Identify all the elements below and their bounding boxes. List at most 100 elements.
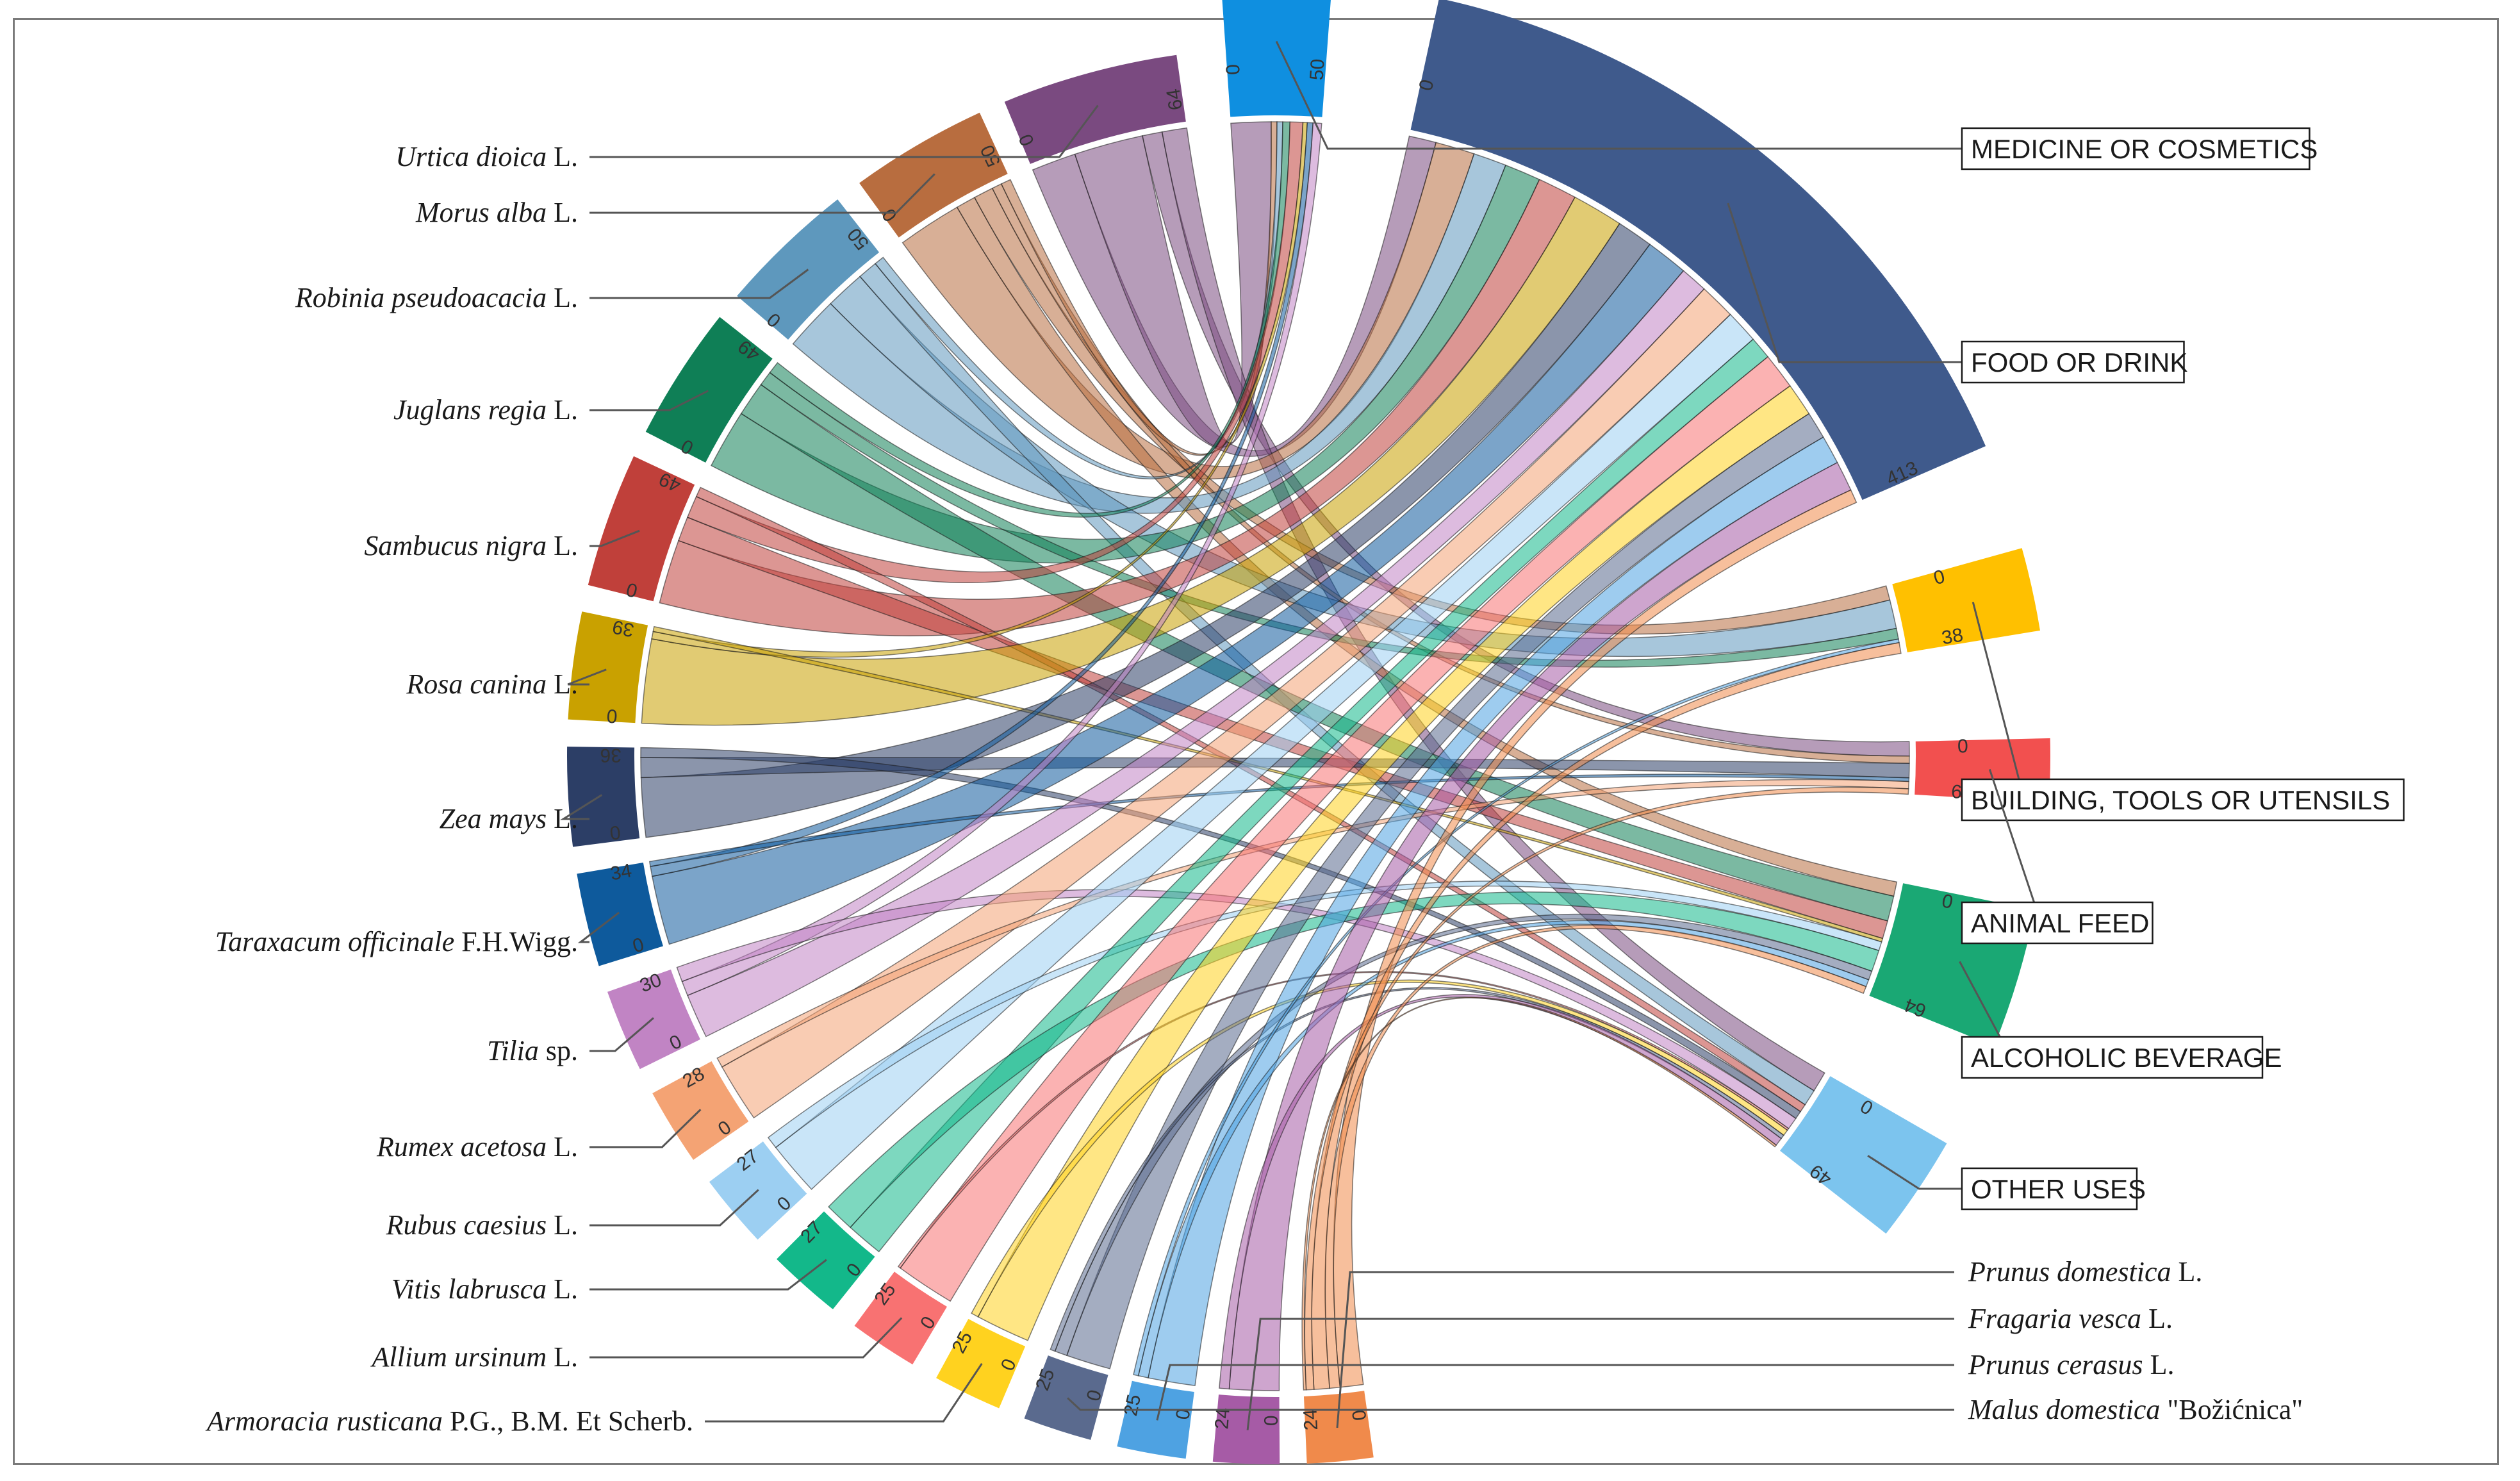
tick-alcohol-start: 0 <box>1940 889 1955 913</box>
ribbon-rosa-to-food <box>641 196 1620 726</box>
label-taraxacum: Taraxacum officinale F.H.Wigg. <box>215 926 578 957</box>
arc-food <box>1410 0 1986 501</box>
label-medicine: MEDICINE OR COSMETICS <box>1971 134 2318 164</box>
label-prunus_cer: Prunus cerasus L. <box>1968 1349 2174 1380</box>
arc-building <box>1892 548 2040 652</box>
leader-vitis <box>589 1259 827 1291</box>
label-zea: Zea mays L. <box>440 803 578 834</box>
tick-food-start: 0 <box>1415 78 1438 93</box>
label-armoracia: Armoracia rusticana P.G., B.M. Et Scherb… <box>205 1405 693 1437</box>
leader-other <box>1867 1155 1962 1190</box>
ribbon-urtica-to-medicine <box>1074 121 1272 448</box>
tick-urtica-end: 64 <box>1163 87 1187 112</box>
label-box-building <box>1961 778 2405 822</box>
label-box-food <box>1961 340 2185 384</box>
ribbon-sambucus-to-food <box>659 179 1576 636</box>
tick-prunus_dom-end: 24 <box>1299 1409 1322 1431</box>
label-box-other <box>1961 1167 2138 1211</box>
label-robinia: Robinia pseudoacacia L. <box>295 282 578 313</box>
arc-other <box>1780 1076 1947 1234</box>
ribbon-tilia-to-medicine <box>681 122 1322 997</box>
leader-rumex <box>589 1109 702 1148</box>
ribbon-fragaria-to-food <box>1228 461 1852 1391</box>
label-sambucus: Sambucus nigra L. <box>364 530 578 561</box>
leader-juglans <box>589 390 709 411</box>
leader-food <box>1727 203 1962 363</box>
arc-tilia <box>607 969 700 1070</box>
label-malus: Malus domestica "Božićnica" <box>1968 1394 2303 1425</box>
ribbon-urtica-to-other <box>1161 127 1825 1092</box>
ribbon-prunus_dom-to-animalfeed <box>1304 786 1909 1391</box>
arc-taraxacum <box>577 863 663 966</box>
arc-juglans <box>645 317 773 463</box>
ribbon-rubus-to-food <box>775 313 1754 1190</box>
tick-fragaria-end: 24 <box>1211 1407 1233 1430</box>
label-prunus_dom: Prunus domestica L. <box>1968 1256 2202 1287</box>
label-rubus: Rubus caesius L. <box>386 1209 578 1241</box>
ribbon-rumex-to-food <box>721 288 1731 1119</box>
labels-layer: MEDICINE OR COSMETICS FOOD OR DRINK BUILDI… <box>205 40 2405 1437</box>
tick-prunus_cer-end: 25 <box>1120 1393 1145 1418</box>
label-other: OTHER USES <box>1971 1174 2146 1204</box>
tick-zea-start: 0 <box>609 822 622 845</box>
tick-taraxacum-end: 34 <box>609 860 634 884</box>
ribbon-vitis-to-alcohol <box>827 891 1880 1229</box>
label-fragaria: Fragaria vesca L. <box>1968 1303 2173 1334</box>
leader-urtica <box>589 104 1099 158</box>
label-rosa: Rosa canina L. <box>406 668 578 700</box>
ribbon-malus-to-food <box>1066 413 1824 1369</box>
leader-robinia <box>589 269 809 299</box>
label-juglans: Juglans regia L. <box>393 394 578 426</box>
arc-prunus_cer <box>1117 1380 1194 1459</box>
label-animalfeed: ANIMAL FEED <box>1971 908 2150 938</box>
tick-rosa-start: 0 <box>606 705 618 727</box>
ribbon-rubus-to-alcohol <box>767 881 1882 1148</box>
arc-malus <box>1024 1355 1108 1440</box>
tick-building-end: 38 <box>1940 624 1965 649</box>
leader-medicine <box>1275 40 1962 150</box>
ribbon-sambucus-to-other <box>695 486 1806 1113</box>
label-morus: Morus alba L. <box>415 197 578 228</box>
leader-rubus <box>589 1189 759 1227</box>
ribbon-rosa-to-medicine <box>651 122 1308 658</box>
ribbon-zea-to-food <box>640 222 1651 838</box>
leader-zea <box>560 794 603 820</box>
label-vitis: Vitis labrusca L. <box>391 1273 578 1305</box>
leader-armoracia <box>705 1362 983 1423</box>
label-box-animalfeed <box>1961 901 2154 945</box>
ribbon-prunus_dom-to-alcohol <box>1324 924 1867 1389</box>
ribbon-robinia-to-medicine <box>875 121 1283 479</box>
ribbon-taraxacum-to-medicine <box>650 122 1314 877</box>
arc-sambucus <box>588 456 695 602</box>
arc-fragaria <box>1212 1394 1280 1464</box>
ribbon-vitis-to-food <box>850 338 1769 1253</box>
arc-zea <box>567 747 640 847</box>
leader-prunus_cer <box>1156 1364 1954 1421</box>
ribbon-prunus_dom-to-other <box>1301 997 1777 1391</box>
ribbons-layer <box>640 121 1910 1391</box>
arc-medicine <box>1222 0 1331 117</box>
ribbon-prunus_cer-to-building <box>1133 638 1900 1377</box>
tick-medicine-start: 0 <box>1223 63 1244 76</box>
tick-prunus_cer-start: 0 <box>1172 1407 1194 1421</box>
ribbon-tilia-to-food <box>687 270 1705 1038</box>
ribbon-taraxacum-to-food <box>652 244 1684 945</box>
tick-rosa-end: 39 <box>611 616 636 641</box>
tick-zea-end: 36 <box>600 745 622 766</box>
tick-animalfeed-start: 0 <box>1957 736 1968 757</box>
leader-sambucus <box>589 529 640 547</box>
label-rumex: Rumex acetosa L. <box>376 1131 578 1162</box>
label-alcohol: ALCOHOLIC BEVERAGE <box>1971 1043 2282 1073</box>
leader-malus <box>1067 1397 1954 1411</box>
ribbon-sambucus-to-medicine <box>686 121 1304 583</box>
label-allium: Allium ursinum L. <box>370 1341 578 1373</box>
ribbon-allium-to-food <box>899 356 1791 1302</box>
label-urtica: Urtica dioica L. <box>395 141 578 172</box>
label-food: FOOD OR DRINK <box>1971 347 2187 377</box>
leader-fragaria <box>1246 1318 1954 1430</box>
leader-taraxacum <box>577 911 620 943</box>
arc-rosa <box>568 611 648 724</box>
tick-medicine-end: 50 <box>1306 58 1329 81</box>
ribbon-armoracia-to-food <box>977 385 1810 1341</box>
